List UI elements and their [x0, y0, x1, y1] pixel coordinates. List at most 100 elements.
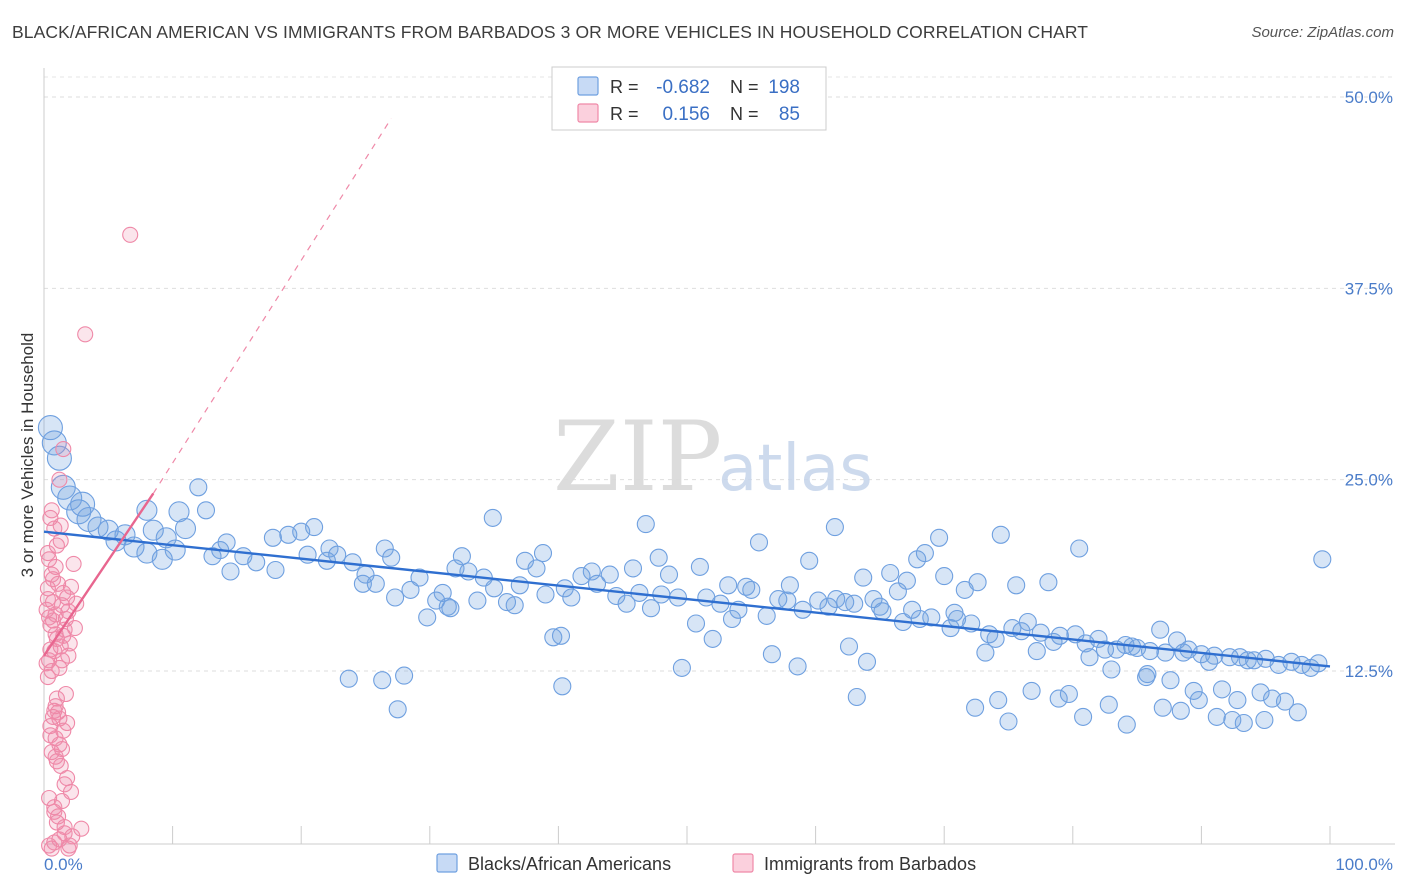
point-blue-9 [97, 519, 119, 541]
point-pink-64 [47, 748, 64, 765]
legend-bottom-label-pink: Immigrants from Barbados [764, 854, 976, 874]
point-pink-49 [44, 571, 62, 588]
point-blue-138 [762, 645, 781, 664]
point-blue-176 [1275, 692, 1295, 711]
point-blue-155 [1007, 576, 1026, 595]
point-blue-141 [800, 551, 819, 570]
point-blue-66 [780, 576, 799, 595]
point-blue-87 [1050, 626, 1069, 645]
legend-swatch-blue [577, 76, 599, 96]
point-blue-150 [935, 567, 954, 586]
point-blue-5 [66, 499, 92, 525]
point-blue-108 [1309, 654, 1328, 673]
point-blue-72 [864, 590, 883, 609]
point-blue-159 [1059, 684, 1078, 704]
point-pink-66 [41, 789, 58, 807]
point-blue-115 [353, 574, 372, 593]
point-blue-158 [1039, 573, 1058, 592]
point-blue-142 [827, 590, 846, 609]
point-blue-4 [57, 485, 83, 511]
point-blue-135 [703, 629, 722, 648]
point-pink-75 [44, 612, 62, 629]
point-pink-1 [77, 326, 94, 343]
legend-n-value-2: 85 [779, 104, 800, 125]
point-pink-19 [66, 620, 83, 637]
point-blue-198 [1223, 710, 1242, 730]
point-pink-48 [52, 532, 69, 549]
point-blue-162 [1095, 640, 1115, 659]
point-blue-50 [572, 567, 591, 586]
point-blue-19 [196, 501, 216, 520]
point-blue-68 [809, 591, 828, 610]
point-blue-36 [401, 580, 420, 599]
point-blue-190 [1074, 707, 1093, 726]
point-pink-71 [47, 558, 64, 575]
y-tick-label-1: 25.0% [1345, 471, 1393, 490]
point-blue-132 [659, 565, 679, 584]
y-axis-label: 3 or more Vehicles in Household [18, 333, 37, 578]
point-blue-153 [976, 643, 995, 662]
point-blue-139 [778, 591, 797, 610]
point-blue-186 [989, 691, 1008, 710]
point-blue-189 [1049, 689, 1068, 708]
point-blue-173 [1238, 651, 1257, 670]
point-blue-37 [410, 568, 429, 587]
point-blue-22 [217, 533, 236, 552]
point-blue-130 [636, 515, 655, 534]
y-tick-label-2: 37.5% [1345, 279, 1393, 298]
point-blue-118 [427, 591, 446, 610]
point-blue-47 [536, 585, 555, 604]
point-blue-202 [441, 599, 460, 618]
point-blue-180 [847, 687, 866, 707]
point-blue-194 [1153, 698, 1172, 717]
point-blue-49 [562, 588, 581, 607]
point-blue-200 [1255, 710, 1274, 730]
point-blue-56 [652, 585, 671, 604]
legend-n-label-1: N = [730, 77, 759, 97]
point-blue-205 [395, 666, 414, 685]
point-blue-109 [292, 522, 311, 541]
point-pink-72 [62, 578, 80, 595]
point-blue-165 [1137, 668, 1156, 687]
point-pink-65 [56, 776, 73, 793]
point-pink-80 [42, 727, 59, 744]
point-blue-154 [991, 525, 1010, 544]
point-blue-124 [533, 544, 553, 563]
legend-r-value-1: -0.682 [656, 77, 710, 98]
point-blue-117 [418, 608, 437, 627]
point-blue-201 [388, 700, 407, 719]
point-blue-18 [174, 518, 197, 540]
point-blue-143 [839, 637, 859, 656]
point-blue-156 [1018, 612, 1037, 632]
point-pink-46 [43, 502, 60, 519]
point-blue-183 [915, 544, 934, 563]
point-blue-188 [1022, 681, 1041, 700]
point-blue-25 [263, 528, 282, 547]
point-blue-113 [221, 562, 240, 581]
point-pink-70 [52, 517, 69, 534]
point-pink-3 [51, 471, 68, 488]
chart-title: BLACK/AFRICAN AMERICAN VS IMMIGRANTS FRO… [12, 22, 1089, 42]
point-blue-191 [1099, 695, 1118, 714]
watermark-atlas: atlas [718, 432, 873, 506]
point-pink-78 [48, 690, 65, 707]
legend-n-label-2: N = [730, 104, 759, 124]
point-pink-69 [43, 840, 60, 857]
point-blue-61 [722, 609, 742, 629]
point-blue-169 [1184, 681, 1203, 700]
point-pink-82 [46, 803, 63, 820]
point-blue-43 [485, 579, 504, 598]
point-blue-116 [386, 588, 405, 607]
point-pink-0 [122, 226, 139, 243]
legend-n-value-1: 198 [768, 77, 800, 98]
point-blue-134 [690, 557, 709, 576]
point-blue-75 [903, 600, 922, 619]
point-pink-81 [52, 757, 69, 774]
point-blue-112 [151, 548, 173, 570]
point-blue-69 [819, 597, 838, 616]
point-blue-120 [468, 591, 487, 610]
point-pink-57 [53, 652, 71, 669]
point-blue-199 [1234, 713, 1253, 733]
point-pink-83 [56, 819, 73, 836]
point-blue-133 [672, 658, 691, 677]
